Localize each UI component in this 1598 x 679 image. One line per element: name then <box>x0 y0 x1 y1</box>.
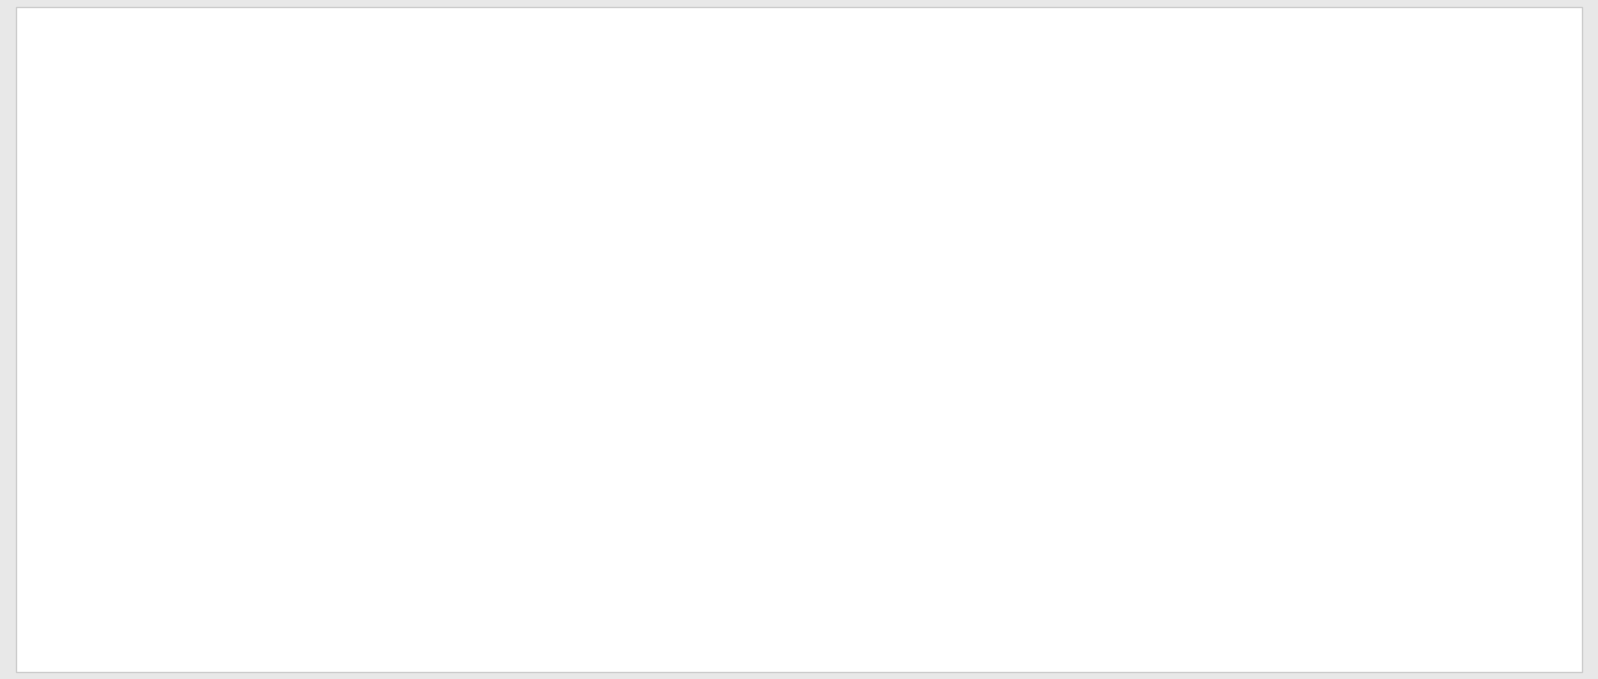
FancyBboxPatch shape <box>291 342 1067 423</box>
Text: interval on which function is concave up:: interval on which function is concave up… <box>45 483 422 502</box>
FancyBboxPatch shape <box>431 562 1067 642</box>
Text: (Express intervals in interval notation. Use symbols and fractions where needed.: (Express intervals in interval notation.… <box>45 266 791 285</box>
FancyBboxPatch shape <box>431 452 1067 533</box>
Text: point of inflection at x =: point of inflection at x = <box>45 373 267 392</box>
Text: $y = 9x^5 - 4x^4$: $y = 9x^5 - 4x^4$ <box>102 153 267 185</box>
Text: interval on which function is concave down:: interval on which function is concave do… <box>45 593 447 611</box>
Text: Determine the intervals on which the function is concave up or down and find the: Determine the intervals on which the fun… <box>45 33 1280 52</box>
